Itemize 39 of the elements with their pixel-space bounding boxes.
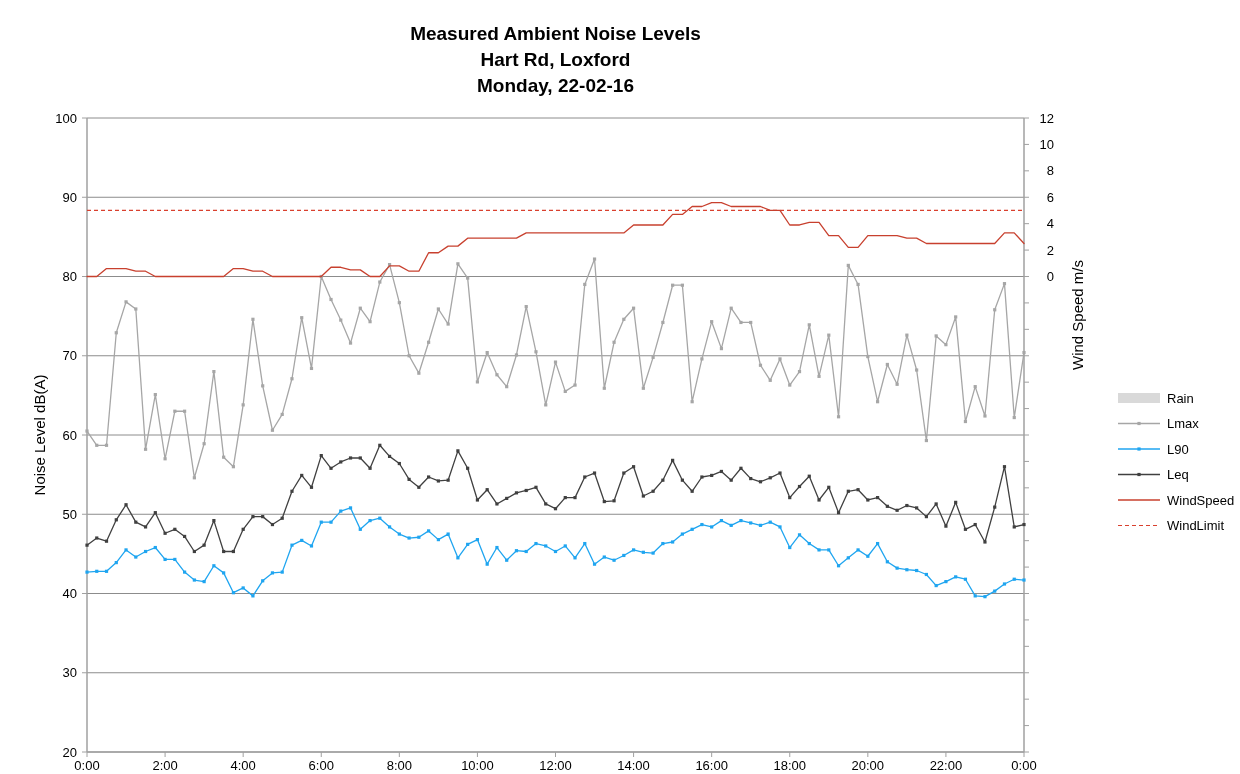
x-tick-label: 2:00 xyxy=(152,758,178,773)
x-tick-label: 18:00 xyxy=(773,758,807,773)
x-tick-label: 0:00 xyxy=(74,758,100,773)
y-tick-label: 30 xyxy=(62,665,77,681)
y2-tick-label: 2 xyxy=(1046,242,1054,258)
x-tick-label: 8:00 xyxy=(386,758,412,773)
y2-tick-label: 0 xyxy=(1046,269,1054,285)
y-axis-title: Noise Level dB(A) xyxy=(31,374,48,496)
y2-tick-label: 4 xyxy=(1046,216,1054,232)
legend-label: WindSpeed xyxy=(1167,492,1235,508)
line-series xyxy=(86,201,1025,278)
legend-label: Leq xyxy=(1167,467,1189,483)
x-tick-label: 10:00 xyxy=(461,758,494,773)
y2-axis-title: Wind Speed m/s xyxy=(1069,259,1086,371)
legend-label: Rain xyxy=(1167,390,1194,406)
y-tick-label: 70 xyxy=(62,348,77,364)
y-tick-label: 90 xyxy=(62,189,77,205)
legend-label: L90 xyxy=(1167,441,1189,457)
y2-tick-label: 10 xyxy=(1039,136,1054,152)
y-tick-label: 60 xyxy=(62,427,77,443)
x-tick-label: 0:00 xyxy=(1011,758,1037,773)
legend-label: WindLimit xyxy=(1167,518,1225,534)
y-tick-label: 80 xyxy=(62,269,77,285)
y-tick-label: 50 xyxy=(62,506,77,522)
x-tick-label: 6:00 xyxy=(308,758,334,773)
y-tick-label: 20 xyxy=(62,744,77,760)
x-tick-label: 20:00 xyxy=(851,758,885,773)
x-tick-label: 12:00 xyxy=(539,758,572,773)
legend-label: Lmax xyxy=(1167,416,1200,432)
y2-tick-label: 12 xyxy=(1039,110,1054,126)
y-tick-label: 40 xyxy=(62,586,77,602)
x-tick-label: 14:00 xyxy=(617,758,650,773)
x-tick-label: 4:00 xyxy=(230,758,256,773)
y-tick-label: 100 xyxy=(55,110,77,126)
y2-tick-label: 8 xyxy=(1046,163,1054,179)
y2-tick-label: 6 xyxy=(1046,189,1054,205)
x-tick-label: 22:00 xyxy=(929,758,963,773)
x-tick-label: 16:00 xyxy=(695,758,728,773)
chart-title: Measured Ambient Noise Levels Hart Rd, Loxford Monday, 22-02-16 xyxy=(410,23,701,96)
